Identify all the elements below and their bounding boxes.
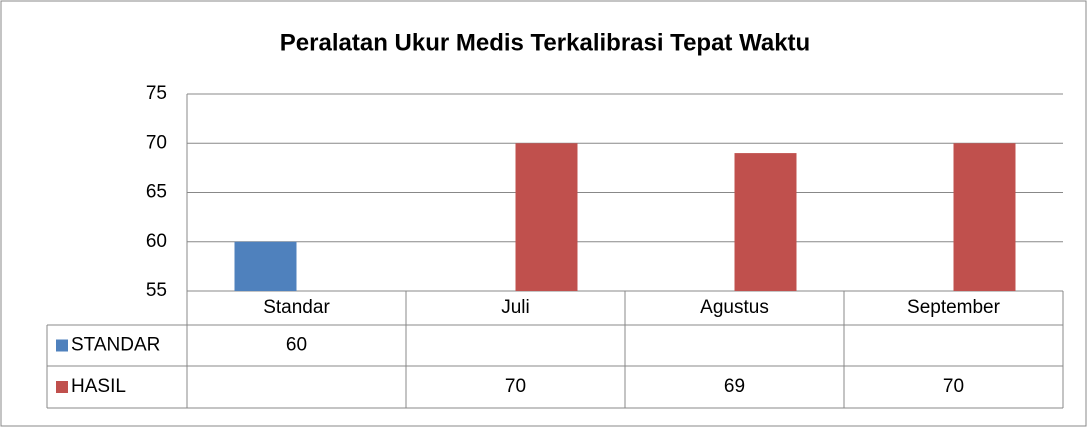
y-tick-label: 60 [146, 231, 167, 252]
bar [515, 143, 578, 291]
legend-swatch [56, 339, 68, 352]
bar [734, 153, 797, 291]
y-tick-label: 55 [146, 280, 167, 301]
table-value: 70 [943, 376, 964, 397]
chart-title: Peralatan Ukur Medis Terkalibrasi Tepat … [280, 29, 810, 56]
x-tick-label: September [907, 297, 1001, 318]
y-tick-label: 65 [146, 182, 167, 203]
table-value: 70 [505, 376, 526, 397]
table-value: 69 [724, 376, 745, 397]
x-tick-label: Standar [263, 297, 330, 318]
y-tick-label: 70 [146, 132, 167, 153]
x-tick-label: Juli [501, 297, 530, 318]
y-tick-label: 75 [146, 83, 167, 104]
legend-swatch [56, 381, 68, 393]
table-value: 60 [286, 335, 307, 356]
bar [234, 241, 297, 291]
bar [953, 143, 1016, 291]
legend-label: HASIL [71, 376, 126, 397]
x-tick-label: Agustus [700, 297, 769, 318]
legend-label: STANDAR [71, 335, 160, 356]
